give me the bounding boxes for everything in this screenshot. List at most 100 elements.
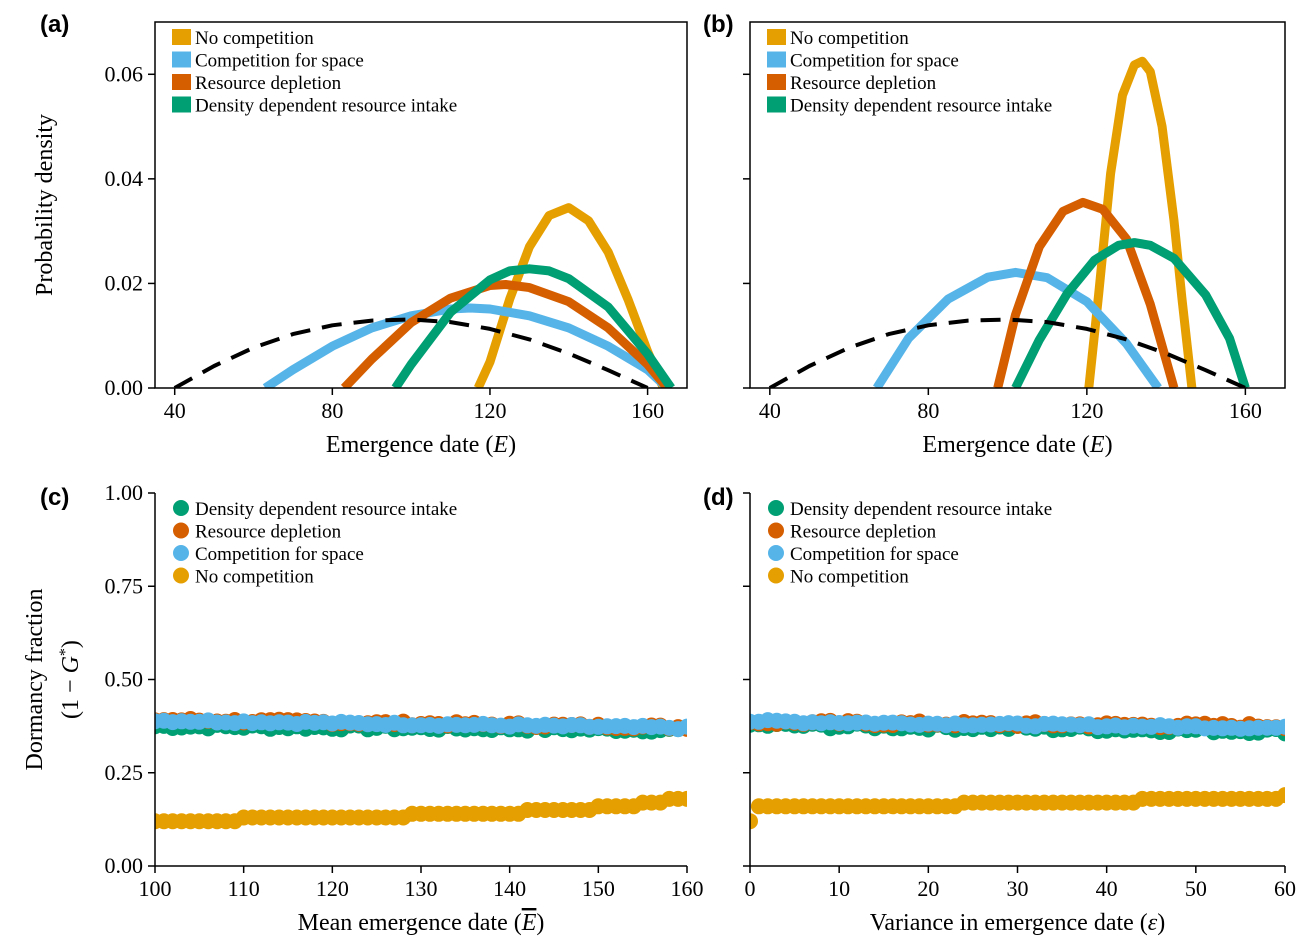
legend-label: Resource depletion bbox=[195, 73, 342, 94]
y-axis-label-secondary: (1 − G*) bbox=[57, 640, 85, 719]
y-tick-label: 0.02 bbox=[105, 270, 144, 295]
plot-frame bbox=[154, 21, 688, 389]
legend-label: Competition for space bbox=[790, 51, 959, 72]
legend-label: Competition for space bbox=[195, 51, 364, 72]
x-tick-label: 20 bbox=[917, 876, 939, 901]
scatter-series bbox=[155, 790, 687, 830]
data-point bbox=[1277, 787, 1285, 804]
x-axis-label-tail: ) bbox=[1157, 910, 1165, 936]
panel-c: (c) 100 110 120 130 140 150 160 0.00 0.25 0.50 0.75… bbox=[22, 480, 704, 936]
legend-marker bbox=[173, 500, 189, 516]
plot-area bbox=[155, 711, 687, 830]
panel-b: (b) 40 80 120 160 Emergence date (E) No compet… bbox=[703, 11, 1286, 458]
legend: Density dependent resource intakeResourc… bbox=[173, 499, 457, 588]
x-tick-label: 160 bbox=[1229, 398, 1262, 423]
x-axis-label-symbol: E bbox=[521, 910, 537, 936]
legend-label: Competition for space bbox=[195, 544, 364, 565]
y-tick-label: 0.75 bbox=[105, 573, 144, 598]
plot-area bbox=[750, 712, 1285, 830]
legend-label: No competition bbox=[195, 28, 314, 49]
x-tick-label: 110 bbox=[228, 876, 260, 901]
x-axis-label-symbol: ε bbox=[1148, 910, 1158, 936]
x-tick-label: 160 bbox=[671, 876, 704, 901]
y-tick-label: 0.25 bbox=[105, 760, 144, 785]
x-tick-label: 150 bbox=[582, 876, 615, 901]
legend-label: Resource depletion bbox=[790, 522, 937, 543]
legend-label: Density dependent resource intake bbox=[195, 499, 457, 520]
legend-swatch bbox=[767, 29, 786, 45]
legend-swatch bbox=[172, 96, 191, 113]
x-tick-label: 10 bbox=[828, 876, 850, 901]
x-tick-label: 30 bbox=[1007, 876, 1029, 901]
legend-label: Resource depletion bbox=[790, 73, 937, 94]
legend-label: Density dependent resource intake bbox=[790, 96, 1052, 117]
scatter-series bbox=[155, 712, 687, 738]
legend-marker bbox=[173, 567, 189, 584]
series-line bbox=[340, 280, 671, 388]
x-tick-label: 160 bbox=[631, 398, 664, 423]
panel-label: (a) bbox=[40, 11, 69, 38]
x-tick-label: 120 bbox=[316, 876, 349, 901]
x-tick-label: 80 bbox=[917, 398, 939, 423]
series-line bbox=[262, 303, 671, 388]
y-tick-label: 0.50 bbox=[105, 667, 144, 692]
data-point bbox=[679, 718, 687, 735]
y-label-symbol: G bbox=[58, 656, 84, 673]
legend-swatch bbox=[172, 74, 191, 90]
y-label-superscript: * bbox=[57, 648, 74, 656]
x-axis-label-symbol: E bbox=[492, 432, 508, 458]
scatter-series bbox=[750, 712, 1285, 737]
x-tick-label: 130 bbox=[405, 876, 438, 901]
plot-area bbox=[768, 56, 1250, 388]
x-tick-label: 100 bbox=[139, 876, 172, 901]
x-axis-label: Mean emergence date (E) bbox=[298, 910, 545, 936]
data-point bbox=[679, 790, 687, 807]
x-tick-label: 120 bbox=[1070, 398, 1103, 423]
x-axis-label-tail: ) bbox=[508, 432, 516, 458]
x-axis-label-main: Variance in emergence date ( bbox=[870, 910, 1148, 936]
y-tick-label: 0.00 bbox=[105, 375, 144, 400]
y-tick-label: 1.00 bbox=[105, 480, 144, 505]
legend: Density dependent resource intakeResourc… bbox=[768, 499, 1052, 588]
legend-label: Density dependent resource intake bbox=[195, 96, 457, 117]
series-line bbox=[474, 203, 668, 388]
x-axis-label-main: Mean emergence date ( bbox=[298, 910, 522, 936]
x-tick-label: 40 bbox=[1096, 876, 1118, 901]
legend-label: No competition bbox=[195, 567, 314, 588]
x-axis-label: Variance in emergence date (ε) bbox=[870, 910, 1166, 936]
y-tick-label: 0.06 bbox=[105, 61, 144, 86]
series-line bbox=[1011, 238, 1250, 388]
legend-marker bbox=[768, 500, 784, 516]
series-line bbox=[873, 267, 1162, 388]
legend-marker bbox=[768, 545, 784, 561]
legend-label: No competition bbox=[790, 28, 909, 49]
legend-swatch bbox=[767, 51, 786, 68]
legend-label: Resource depletion bbox=[195, 522, 342, 543]
panel-label: (c) bbox=[40, 484, 69, 511]
x-axis-label-tail: ) bbox=[536, 910, 544, 936]
plot-frame bbox=[749, 21, 1286, 389]
x-tick-label: 0 bbox=[745, 876, 756, 901]
x-tick-label: 40 bbox=[164, 398, 186, 423]
y-tick-label: 0.00 bbox=[105, 853, 144, 878]
x-axis-label-main: Emergence date ( bbox=[326, 432, 493, 458]
series-line bbox=[391, 264, 675, 388]
legend-label: No competition bbox=[790, 567, 909, 588]
x-tick-label: 50 bbox=[1185, 876, 1207, 901]
legend-label: Competition for space bbox=[790, 544, 959, 565]
y-label-tail: ) bbox=[58, 640, 84, 648]
panel-a: (a) 40 80 120 160 0.00 0.02 0.04 0.06 Emergence d… bbox=[32, 11, 688, 458]
legend-swatch bbox=[172, 29, 191, 45]
y-axis-label: Probability density bbox=[32, 114, 58, 296]
x-tick-label: 60 bbox=[1274, 876, 1296, 901]
legend-marker bbox=[173, 545, 189, 561]
x-tick-label: 140 bbox=[493, 876, 526, 901]
series-line bbox=[993, 197, 1179, 388]
legend-swatch bbox=[767, 96, 786, 113]
x-axis-label: Emergence date (E) bbox=[922, 432, 1112, 458]
y-tick-label: 0.04 bbox=[105, 166, 144, 191]
x-axis-label-main: Emergence date ( bbox=[922, 432, 1089, 458]
legend-label: Density dependent resource intake bbox=[790, 499, 1052, 520]
